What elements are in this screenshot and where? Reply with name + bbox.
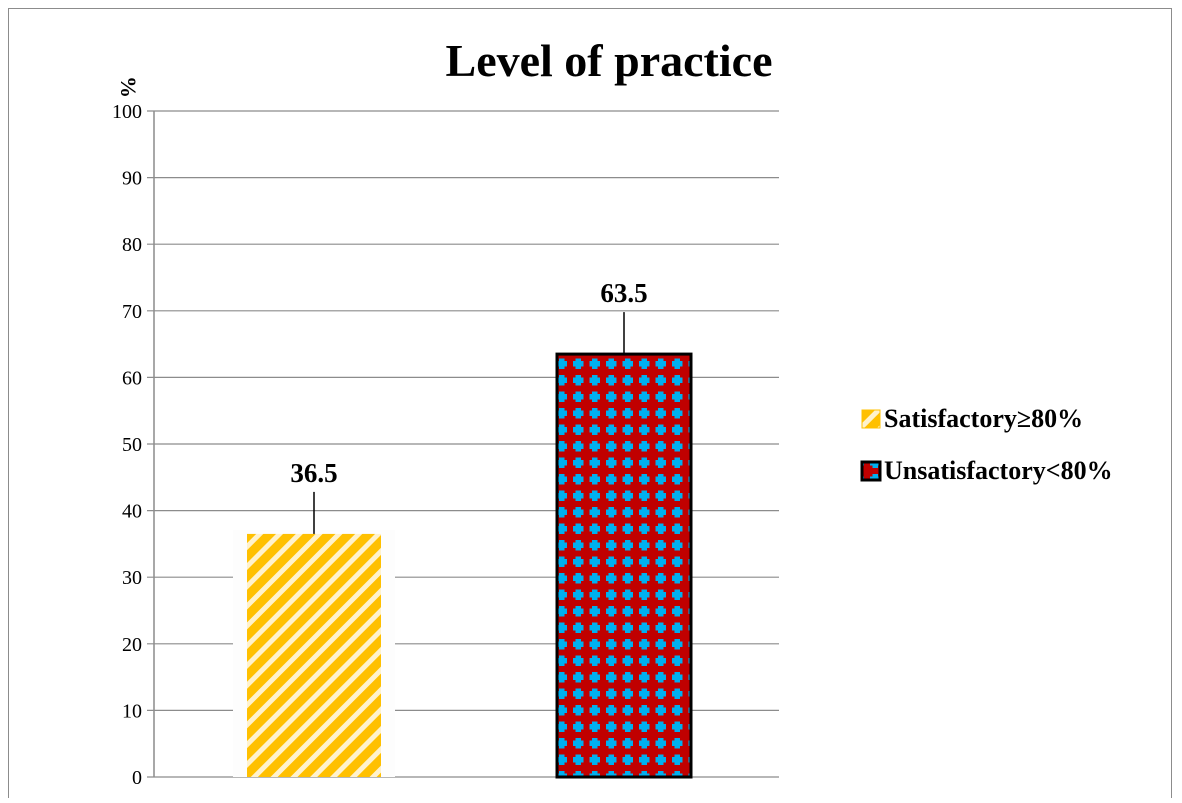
legend-swatch-satisfactory [861, 409, 881, 429]
y-tick-label: 50 [122, 434, 142, 456]
y-tick-label: 40 [122, 501, 142, 523]
legend: Satisfactory≥80% Unsatisfactory<80% [860, 404, 1113, 485]
bar-satisfactory [247, 533, 381, 777]
y-axis-tick-labels: 0 10 20 30 40 50 60 70 80 90 100 [112, 101, 142, 789]
y-tick-label: 90 [122, 168, 142, 190]
y-tick-label: 60 [122, 367, 142, 389]
bars [233, 352, 693, 779]
data-label-value: 36.5 [290, 458, 337, 488]
y-tick-label: 100 [112, 101, 142, 123]
y-tick-label: 0 [132, 767, 142, 789]
chart-frame: 0 10 20 30 40 50 60 70 80 90 100 36.5 63.5 Level of… [8, 8, 1172, 798]
y-tick-label: 80 [122, 234, 142, 256]
y-tick-label: 70 [122, 301, 142, 323]
y-axis-unit-label: % [116, 76, 141, 98]
y-tick-label: 10 [122, 700, 142, 722]
legend-label: Unsatisfactory<80% [884, 456, 1113, 485]
y-tick-label: 30 [122, 567, 142, 589]
chart-title: Level of practice [446, 35, 773, 86]
y-tick-label: 20 [122, 634, 142, 656]
legend-label: Satisfactory≥80% [884, 404, 1083, 433]
bar-chart: 0 10 20 30 40 50 60 70 80 90 100 36.5 63.5 Level of… [112, 35, 1113, 789]
bar-unsatisfactory [555, 352, 693, 779]
data-labels: 36.5 63.5 [290, 278, 648, 534]
legend-swatch-unsatisfactory [860, 460, 882, 482]
data-label-value: 63.5 [600, 278, 647, 308]
